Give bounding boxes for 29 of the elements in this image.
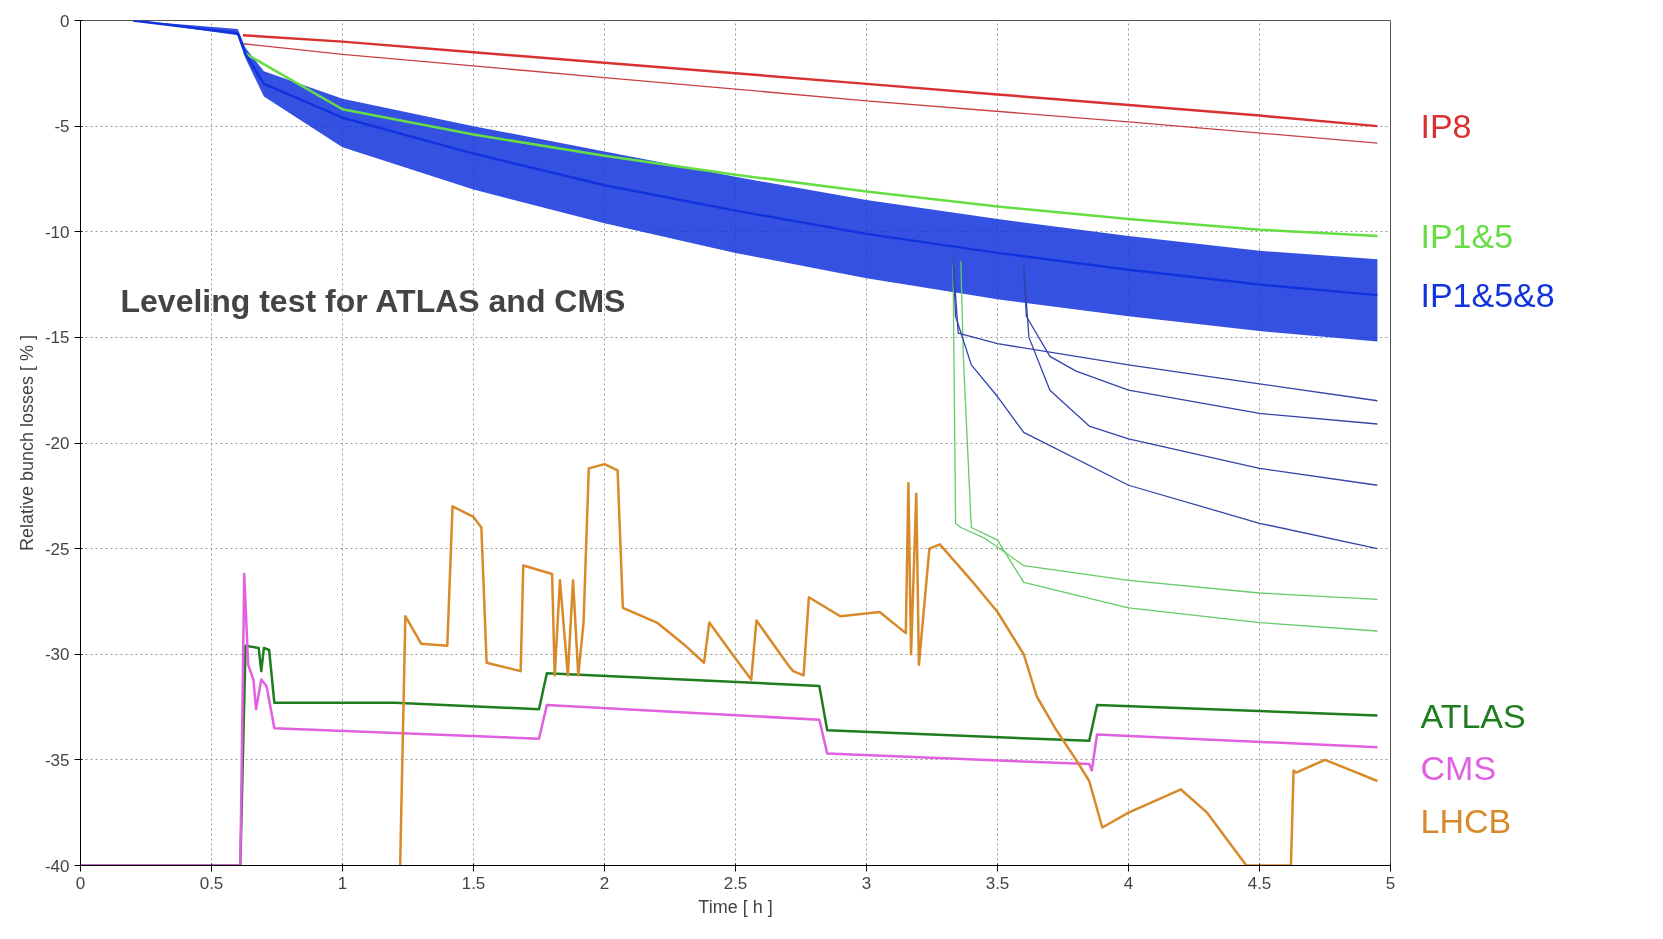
x-tick-label: 3.5 [985, 873, 1010, 893]
y-tick-label: -30 [44, 645, 70, 665]
y-tick-label: 0 [60, 11, 70, 31]
series-label: IP1&5&8 [1420, 276, 1555, 315]
series-label: CMS [1420, 749, 1497, 788]
y-axis-title: Relative bunch losses [ % ] [16, 334, 37, 552]
series-label: LHCB [1420, 802, 1512, 841]
x-tick-label: 2.5 [723, 873, 748, 893]
x-tick-label: 0 [75, 873, 86, 893]
x-tick-label: 1 [337, 873, 348, 893]
x-tick-label: 0.5 [199, 873, 224, 893]
x-tick-label: 4.5 [1247, 873, 1272, 893]
y-tick-label: -20 [44, 434, 70, 453]
series-label: IP8 [1420, 107, 1472, 146]
annotation: Leveling test for ATLAS and CMS [120, 282, 626, 319]
y-tick-label: -35 [44, 750, 70, 770]
x-axis-title: Time [ h ] [698, 896, 773, 917]
x-tick-label: 2 [599, 873, 610, 893]
series-label: ATLAS [1420, 696, 1526, 735]
x-tick-label: 3 [861, 873, 872, 893]
y-tick-label: -15 [44, 328, 70, 348]
y-tick-label: -5 [54, 117, 70, 137]
x-tick-label: 1.5 [461, 873, 486, 893]
y-tick-label: -25 [44, 539, 70, 559]
series-label: IP1&5 [1420, 216, 1514, 255]
x-tick-label: 5 [1385, 873, 1396, 893]
y-tick-label: -40 [44, 856, 70, 876]
x-tick-label: 4 [1123, 873, 1134, 893]
y-tick-label: -10 [44, 222, 70, 242]
